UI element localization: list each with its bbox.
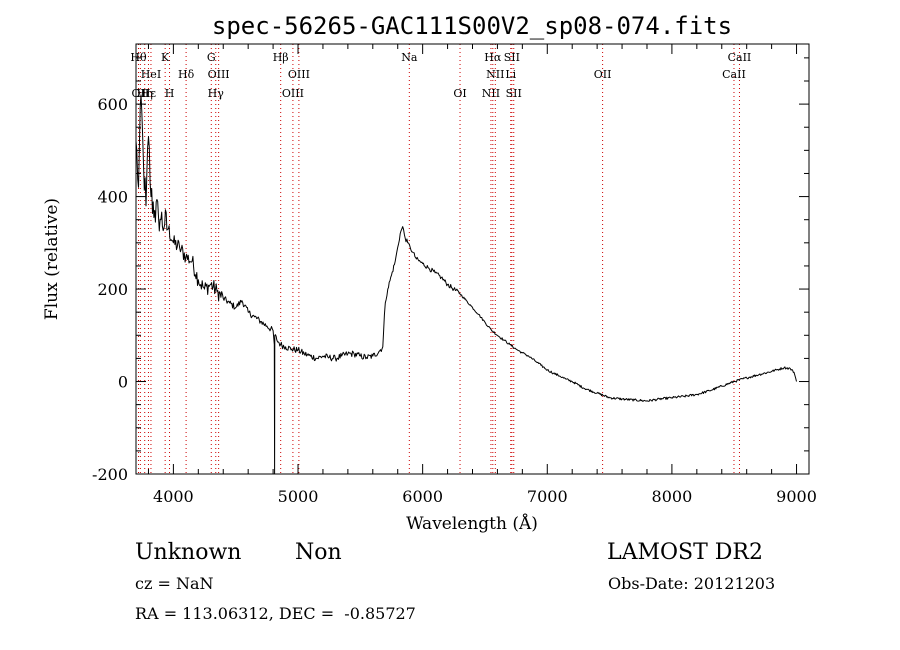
line-marker-label: Hγ bbox=[208, 87, 225, 100]
line-marker-label: H bbox=[165, 87, 175, 100]
line-marker-label: OIII bbox=[208, 68, 230, 81]
axis-ticks bbox=[136, 44, 809, 475]
y-tick-label: 400 bbox=[97, 188, 128, 207]
class-label: Unknown bbox=[135, 540, 242, 565]
chart-title: spec-56265-GAC111S00V2_sp08-074.fits bbox=[212, 12, 732, 40]
line-markers bbox=[137, 44, 740, 474]
line-marker-label: G bbox=[207, 51, 216, 64]
line-marker-label: SII bbox=[506, 87, 522, 100]
x-tick-label: 5000 bbox=[278, 487, 319, 506]
y-tick-label: 200 bbox=[97, 280, 128, 299]
line-marker-label: Hε bbox=[141, 87, 157, 100]
line-marker-label: Li bbox=[505, 68, 516, 81]
line-marker-label: Hα bbox=[484, 51, 502, 64]
line-marker-label: OIII bbox=[282, 87, 304, 100]
line-marker-label: SII bbox=[504, 51, 520, 64]
line-marker-label: Hδ bbox=[178, 68, 195, 81]
spectrum-line bbox=[135, 94, 797, 475]
y-tick-label: 600 bbox=[97, 95, 128, 114]
line-marker-label: HeI bbox=[141, 68, 161, 81]
line-marker-label: CaII bbox=[728, 51, 752, 64]
line-marker-label: Hβ bbox=[273, 51, 289, 64]
x-tick-labels: 4000 5000 6000 7000 8000 9000 bbox=[153, 487, 817, 506]
line-marker-label: NII bbox=[482, 87, 500, 100]
subclass-label: Non bbox=[295, 540, 342, 565]
line-marker-label: K bbox=[161, 51, 170, 64]
ra-dec-label: RA = 113.06312, DEC = -0.85727 bbox=[135, 604, 416, 623]
y-axis-label: Flux (relative) bbox=[42, 198, 62, 320]
line-marker-label: CaII bbox=[722, 68, 746, 81]
x-tick-label: 7000 bbox=[527, 487, 568, 506]
x-tick-label: 9000 bbox=[776, 487, 817, 506]
line-marker-label: OIII bbox=[288, 68, 310, 81]
line-marker-label: OI bbox=[453, 87, 466, 100]
line-marker-label: OII bbox=[594, 68, 612, 81]
y-tick-labels: -200 0 200 400 600 bbox=[92, 95, 128, 484]
plot-frame bbox=[135, 43, 810, 475]
x-tick-label: 4000 bbox=[153, 487, 194, 506]
x-axis-label: Wavelength (Å) bbox=[406, 513, 538, 534]
line-marker-label: Na bbox=[401, 51, 418, 64]
x-tick-label: 8000 bbox=[652, 487, 693, 506]
cz-label: cz = NaN bbox=[135, 574, 214, 593]
survey-label: LAMOST DR2 bbox=[607, 540, 763, 565]
spectrum-series bbox=[135, 94, 797, 475]
y-tick-label: -200 bbox=[92, 465, 128, 484]
x-tick-label: 6000 bbox=[402, 487, 443, 506]
obs-date-label: Obs-Date: 20121203 bbox=[608, 574, 776, 593]
line-marker-label: NII bbox=[486, 68, 504, 81]
y-tick-label: 0 bbox=[118, 373, 128, 392]
